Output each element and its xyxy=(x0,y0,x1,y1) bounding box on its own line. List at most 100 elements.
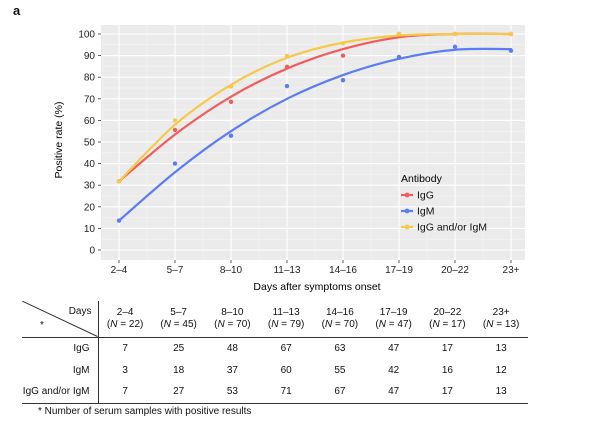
table-cell: 13 xyxy=(495,342,507,354)
data-point xyxy=(228,99,234,105)
column-header: 2–4 (N = 22) xyxy=(98,301,152,338)
column-header: 20–22 (N = 17) xyxy=(420,301,475,338)
data-point xyxy=(284,64,290,70)
data-point xyxy=(396,54,402,60)
y-tick-label: 10 xyxy=(84,224,96,235)
x-tick-label: 8–10 xyxy=(220,265,243,276)
data-point xyxy=(228,133,234,138)
column-days: 14–16 xyxy=(325,306,354,318)
data-point xyxy=(172,127,178,133)
column-header: 17–19 (N = 47) xyxy=(366,301,421,338)
trend-lines xyxy=(117,32,513,222)
legend: Antibody IgG IgM IgG and/or IgM xyxy=(401,173,487,234)
y-tick-label: 60 xyxy=(84,116,96,127)
column-days: 5–7 xyxy=(170,306,187,318)
positive-samples-table: Days * 2–4 (N = 22) 5–7 (N = 45) 8–10 (N = 70… xyxy=(22,301,528,404)
row-label: IgG xyxy=(22,337,99,359)
corner-star-label: * xyxy=(40,319,44,331)
x-tick-label: 11–13 xyxy=(273,265,301,276)
column-n: (N = 45) xyxy=(160,318,197,330)
table-cell: 25 xyxy=(173,342,185,354)
table-cell: 16 xyxy=(441,364,453,376)
column-n: (N = 13) xyxy=(482,318,520,330)
data-point xyxy=(284,53,290,59)
data-point xyxy=(116,218,122,223)
table-cell: 63 xyxy=(334,342,346,354)
table-cell: 7 xyxy=(122,342,128,354)
table-cell: 7 xyxy=(98,381,152,404)
column-days: 23+ xyxy=(492,306,510,318)
x-tick-label: 20–22 xyxy=(441,265,469,276)
x-tick-label: 17–19 xyxy=(385,265,413,276)
column-n: (N = 70) xyxy=(321,318,359,330)
legend-key-dot xyxy=(404,192,410,198)
column-header: 14–16 (N = 70) xyxy=(313,301,367,338)
data-point xyxy=(172,161,178,166)
y-tick-label: 20 xyxy=(84,202,96,213)
legend-label: IgG xyxy=(417,190,434,202)
table-cell: 71 xyxy=(259,381,313,404)
table-cell: 42 xyxy=(388,364,400,376)
x-tick-label: 23+ xyxy=(503,265,520,276)
table-cell: 12 xyxy=(495,364,507,376)
corner-diagonal-line xyxy=(22,301,98,337)
positive-rate-chart: 0 10 20 30 40 50 60 70 80 90 100 2–4 5–7 8–10 11–13 14… xyxy=(53,25,525,293)
column-n: (N = 22) xyxy=(106,318,144,330)
y-tick-label: 80 xyxy=(84,73,96,84)
table-row: IgG 7 25 48 67 63 47 17 13 xyxy=(22,337,528,359)
y-tick-label: 70 xyxy=(84,94,96,105)
x-tick-label: 2–4 xyxy=(111,265,128,276)
data-points xyxy=(116,31,514,223)
legend-key-dot xyxy=(404,224,410,230)
table-cell: 47 xyxy=(388,342,400,354)
column-days: 2–4 xyxy=(116,306,134,318)
column-header: 8–10 (N = 70) xyxy=(205,301,260,338)
table-cell: 47 xyxy=(366,381,421,404)
table-corner-cell: Days * xyxy=(22,301,99,338)
table-cell: 27 xyxy=(151,381,206,404)
data-point xyxy=(340,53,346,58)
y-tick-label: 30 xyxy=(84,181,96,192)
trend-line-1 xyxy=(117,47,513,222)
data-point xyxy=(452,44,458,49)
column-header: 23+ (N = 13) xyxy=(474,301,528,338)
y-axis: 0 10 20 30 40 50 60 70 80 90 100 xyxy=(78,30,101,257)
row-label: IgG and/or IgM xyxy=(22,381,99,404)
column-days: 17–19 xyxy=(379,306,408,318)
table-cell: 55 xyxy=(334,364,346,376)
column-days: 11–13 xyxy=(272,306,300,318)
table-cell: 17 xyxy=(441,342,453,354)
y-tick-label: 40 xyxy=(84,159,96,170)
data-point xyxy=(116,179,122,184)
table-cell: 48 xyxy=(226,342,238,354)
table-body: IgG 7 25 48 67 63 47 17 13 IgM 3 18 37 60 55 42 16 12 IgG … xyxy=(22,337,528,404)
column-header: 11–13 (N = 79) xyxy=(259,301,313,338)
legend-title: Antibody xyxy=(401,173,443,185)
column-n: (N = 17) xyxy=(429,318,466,330)
table-cell: 17 xyxy=(420,381,475,404)
x-axis: 2–4 5–7 8–10 11–13 14–16 17–19 20–22 23+ xyxy=(111,260,520,276)
data-point xyxy=(508,48,514,53)
y-axis-label: Positive rate (%) xyxy=(53,101,65,178)
data-point xyxy=(452,31,458,37)
x-axis-label: Days after symptoms onset xyxy=(253,281,380,293)
data-point xyxy=(284,83,290,89)
column-days: 8–10 xyxy=(221,306,244,318)
table-cell: 60 xyxy=(280,364,292,376)
column-days: 20–22 xyxy=(433,306,462,318)
footnote: * Number of serum samples with positive … xyxy=(38,406,252,417)
data-point xyxy=(340,78,346,83)
table-header-row: Days * 2–4 (N = 22) 5–7 (N = 45) 8–10 (N = 70… xyxy=(22,301,528,338)
table-cell: 53 xyxy=(205,381,260,404)
row-label: IgM xyxy=(22,359,99,381)
data-point xyxy=(340,41,346,46)
table-row: IgM 3 18 37 60 55 42 16 12 xyxy=(22,359,528,381)
column-header: 5–7 (N = 45) xyxy=(151,301,206,338)
legend-key-dot xyxy=(404,208,410,214)
legend-label: IgG and/or IgM xyxy=(417,222,487,234)
column-n: (N = 79) xyxy=(267,318,305,330)
column-n: (N = 47) xyxy=(375,318,412,330)
y-tick-label: 100 xyxy=(78,30,95,41)
table-cell: 67 xyxy=(280,342,292,354)
table-cell: 3 xyxy=(122,364,128,376)
